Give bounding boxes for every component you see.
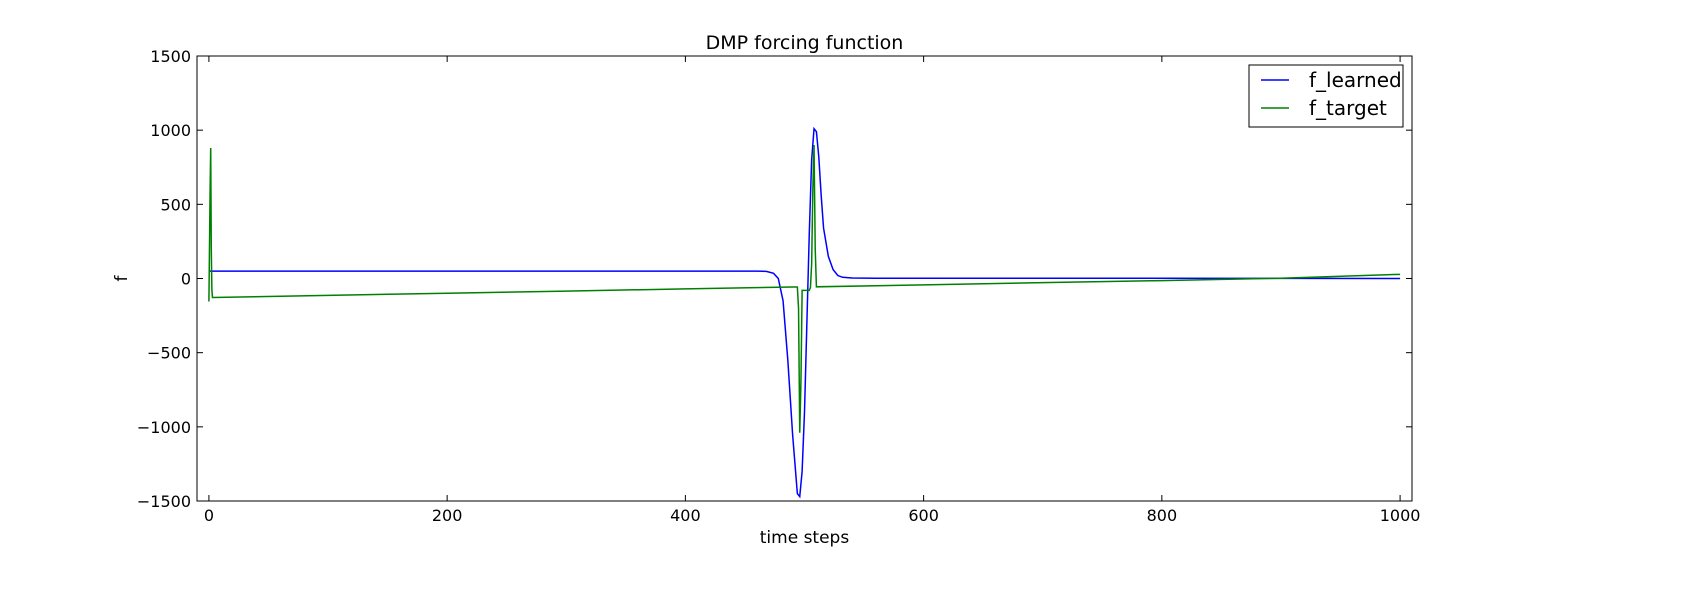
y-tick-label: −1000 bbox=[137, 418, 191, 437]
series-line-f-target bbox=[208, 144, 1401, 433]
legend-label-f-target: f_target bbox=[1309, 96, 1387, 120]
x-tick-label: 800 bbox=[1147, 506, 1178, 525]
legend-label-f-learned: f_learned bbox=[1309, 68, 1402, 92]
y-tick-label: 0 bbox=[181, 270, 191, 289]
x-tick-label: 600 bbox=[908, 506, 939, 525]
x-tick-label: 0 bbox=[204, 506, 214, 525]
y-tick-label: 1000 bbox=[150, 121, 191, 140]
series-line-f-learned bbox=[208, 126, 1401, 499]
y-tick-label: −1500 bbox=[137, 492, 191, 511]
y-axis-title: f bbox=[112, 275, 132, 282]
x-tick-label: 400 bbox=[670, 506, 701, 525]
series-layer bbox=[208, 126, 1401, 499]
x-axis-title: time steps bbox=[760, 528, 850, 548]
legend: f_learned f_target bbox=[1248, 64, 1404, 128]
y-tick-label: −500 bbox=[147, 344, 191, 363]
chart-title: DMP forcing function bbox=[706, 32, 904, 54]
x-tick-label: 200 bbox=[432, 506, 463, 525]
legend-box bbox=[1248, 64, 1404, 128]
ticks-layer: 0 200 400 600 800 1000 −1500 −1000 −500 0 500 1000 1… bbox=[137, 47, 1421, 525]
y-tick-label: 500 bbox=[160, 195, 191, 214]
y-tick-label: 1500 bbox=[150, 47, 191, 66]
x-tick-label: 1000 bbox=[1380, 506, 1421, 525]
